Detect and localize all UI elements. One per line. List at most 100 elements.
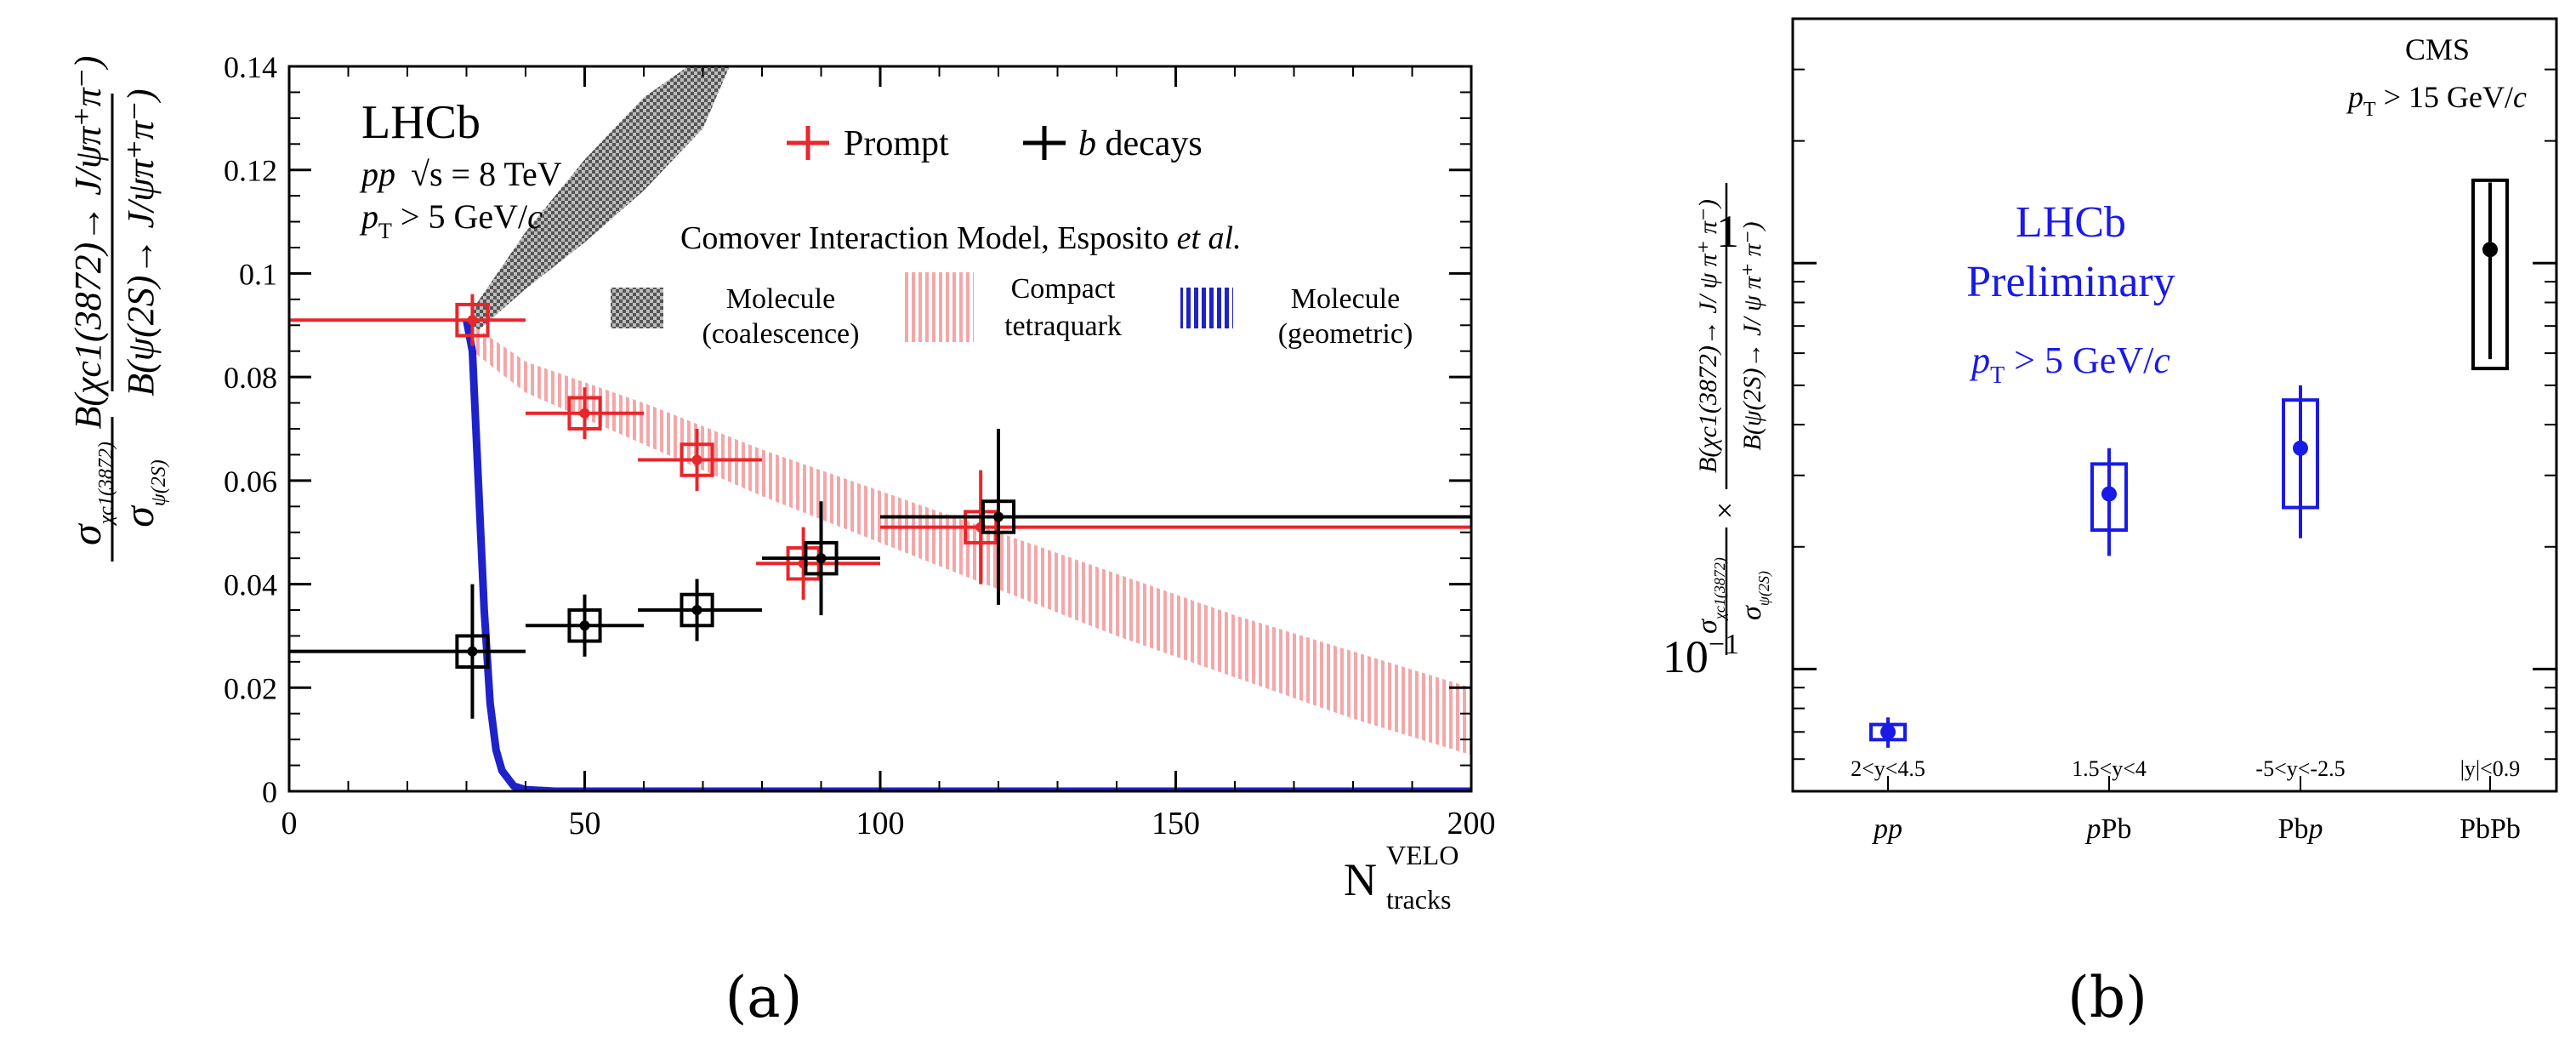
y-tick-label: 0.08 xyxy=(224,361,277,395)
legend-swatch-coalescence xyxy=(611,288,663,328)
y-tick-label: 0.14 xyxy=(224,50,277,84)
model-bands xyxy=(463,66,1471,791)
x-axis-label-sup: VELO xyxy=(1386,840,1459,870)
y-tick-label: 0.04 xyxy=(224,568,277,602)
y-tick-label: 0.06 xyxy=(224,465,277,499)
collision-system: pp √s = 8 TeV xyxy=(359,155,562,193)
ylabel-a-sigma-num: σχc1(3872) xyxy=(62,442,117,545)
legend-geometric-line2: (geometric) xyxy=(1278,318,1413,350)
collision-system-label: pPb xyxy=(2085,813,2132,845)
ylabel-a-br-num: B(χc1(3872)→ J/ψπ⁺π⁻) xyxy=(67,56,109,430)
legend-swatch-geometric xyxy=(1180,288,1233,328)
prompt-syst-box xyxy=(455,302,490,338)
tetraquark-band xyxy=(472,325,1471,756)
legend-coalescence-line2: (coalescence) xyxy=(702,318,860,350)
bdecay-syst-box xyxy=(680,592,714,628)
pbp-syst-box xyxy=(2282,398,2319,510)
ylabel-b-times: × xyxy=(1708,502,1742,519)
lhcb-title: LHCb xyxy=(361,96,481,149)
bdecay-syst-box xyxy=(804,540,839,576)
bdecay-marker xyxy=(691,605,702,615)
legend-bdecays: b decays xyxy=(1023,124,1203,163)
ylabel-b-sigma-den: σψ(2S) xyxy=(1736,571,1773,620)
data-points xyxy=(289,294,1471,719)
bdecay-syst-box xyxy=(455,634,490,669)
pbpb-marker xyxy=(2482,242,2498,258)
pp-marker xyxy=(1880,724,1896,740)
legend-bdecays-label: b decays xyxy=(1078,124,1203,163)
legend-tetraquark-line2: tetraquark xyxy=(1004,311,1122,342)
category-labels: 2<y<4.5 1.5<y<4 -5<y<-2.5 |y|<0.9 pp pPb Pbp Pb… xyxy=(1851,756,2521,845)
prompt-syst-box xyxy=(786,545,821,581)
x-axis-label-sub: tracks xyxy=(1386,884,1451,915)
prompt-marker xyxy=(691,454,702,465)
ytick-label-1: 1 xyxy=(1716,206,1739,257)
y-axis-label-b: σχc1(3872) σψ(2S) × B(χc1(3872)→ J/ ψ π⁺… xyxy=(1692,183,1773,655)
panel-b: 1 10−1 LHCb Preliminary pT > 5 GeV/c CMS… xyxy=(1663,17,2558,845)
legend-prompt-label: Prompt xyxy=(844,124,949,163)
ytick-label-0.1: 10−1 xyxy=(1663,629,1739,682)
prompt-marker xyxy=(467,315,478,326)
pbp-marker xyxy=(2293,440,2308,456)
x-tick-label: 50 xyxy=(569,806,601,841)
collision-system-label: pp xyxy=(1872,813,1902,845)
rapidity-range-label: 2<y<4.5 xyxy=(1851,756,1925,781)
axis-ticks-a: 0 50 100 150 200 0 0.02 0.04 0.06 0.08 0.1 0.12 0.14 xyxy=(224,50,1496,841)
legend-model-title: Comover Interaction Model, Esposito et a… xyxy=(680,220,1242,256)
bdecay-syst-box xyxy=(567,608,602,643)
coalescence-band xyxy=(472,66,730,336)
rapidity-range-label: 1.5<y<4 xyxy=(2072,756,2147,781)
bdecay-marker xyxy=(993,511,1004,522)
panel-label-b: (b) xyxy=(2067,965,2147,1030)
panel-label-a: (a) xyxy=(725,965,803,1030)
plot-frame-b xyxy=(1791,17,2558,793)
bdecay-marker xyxy=(467,646,478,657)
ylabel-a-sigma-den: σψ(2S) xyxy=(115,459,170,528)
lhcb-preliminary-line1: LHCb xyxy=(2016,198,2126,247)
collision-system-label: Pbp xyxy=(2278,813,2323,845)
bdecay-marker xyxy=(579,620,590,631)
x-tick-label: 100 xyxy=(856,806,905,841)
cms-label: CMS xyxy=(2405,32,2470,66)
pt-cut: pT > 5 GeV/c xyxy=(359,197,543,243)
y-tick-label: 0.02 xyxy=(224,671,277,705)
y-axis-label-a: σχc1(3872) σψ(2S) B(χc1(3872)→ J/ψπ⁺π⁻) … xyxy=(62,56,170,562)
prompt-syst-box xyxy=(680,442,714,477)
panel-a: 0 50 100 150 200 0 0.02 0.04 0.06 0.08 0.1 0.12 0.14… xyxy=(62,50,1496,915)
prompt-marker xyxy=(579,408,590,419)
legend-prompt: Prompt xyxy=(787,124,949,163)
legend-geometric: Molecule (geometric) xyxy=(1180,283,1413,350)
prompt-syst-box xyxy=(964,510,998,545)
x-tick-label: 200 xyxy=(1447,806,1496,841)
y-tick-label: 0.1 xyxy=(239,257,277,291)
ylabel-b-br-den: B(ψ(2S)→ J/ ψ π⁺ π⁻) xyxy=(1738,222,1766,451)
ylabel-b-sigma-num: σχc1(3872) xyxy=(1692,557,1729,634)
axis-ticks-b xyxy=(1793,18,2556,791)
legend-coalescence-line1: Molecule xyxy=(726,283,835,315)
bdecay-syst-box xyxy=(981,499,1016,534)
ylabel-a-br-den: B(ψ(2S)→ J/ψπ⁺π⁻) xyxy=(120,88,162,396)
cms-pt-cut: pT > 15 GeV/c xyxy=(2346,80,2527,121)
legend-swatch-tetraquark xyxy=(904,272,974,342)
collision-system-label: PbPb xyxy=(2459,813,2521,845)
ylabel-b-br-num: B(χc1(3872)→ J/ ψ π⁺ π⁻) xyxy=(1694,199,1722,473)
x-tick-label: 0 xyxy=(281,806,298,841)
legend-geometric-line1: Molecule xyxy=(1291,283,1400,315)
ppb-marker xyxy=(2101,486,2117,502)
x-axis-label-a: N xyxy=(1344,854,1377,905)
y-tick-label: 0 xyxy=(262,775,277,809)
legend-tetraquark: Compact tetraquark xyxy=(904,272,1122,342)
x-tick-label: 150 xyxy=(1152,806,1200,841)
lhcb-preliminary-line2: Preliminary xyxy=(1966,258,2175,306)
prompt-syst-box xyxy=(567,396,602,431)
rapidity-range-label: |y|<0.9 xyxy=(2460,756,2521,781)
legend-coalescence: Molecule (coalescence) xyxy=(611,283,859,350)
bdecay-marker xyxy=(816,553,827,564)
pbpb-syst-box xyxy=(2471,178,2509,371)
lhcb-pt-cut-b: pT > 5 GeV/c xyxy=(1969,339,2170,389)
ppb-syst-box xyxy=(2090,462,2128,532)
legend-tetraquark-line1: Compact xyxy=(1011,273,1116,305)
y-tick-label: 0.12 xyxy=(224,154,277,188)
rapidity-range-label: -5<y<-2.5 xyxy=(2255,756,2345,781)
